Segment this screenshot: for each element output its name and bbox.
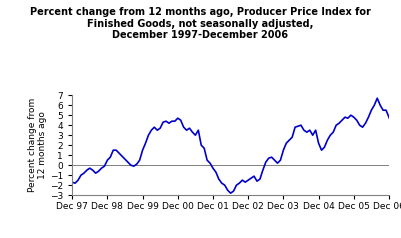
Text: Percent change from 12 months ago, Producer Price Index for
Finished Goods, not : Percent change from 12 months ago, Produ…: [30, 7, 371, 40]
Y-axis label: Percent change from
12 months ago: Percent change from 12 months ago: [28, 98, 47, 192]
